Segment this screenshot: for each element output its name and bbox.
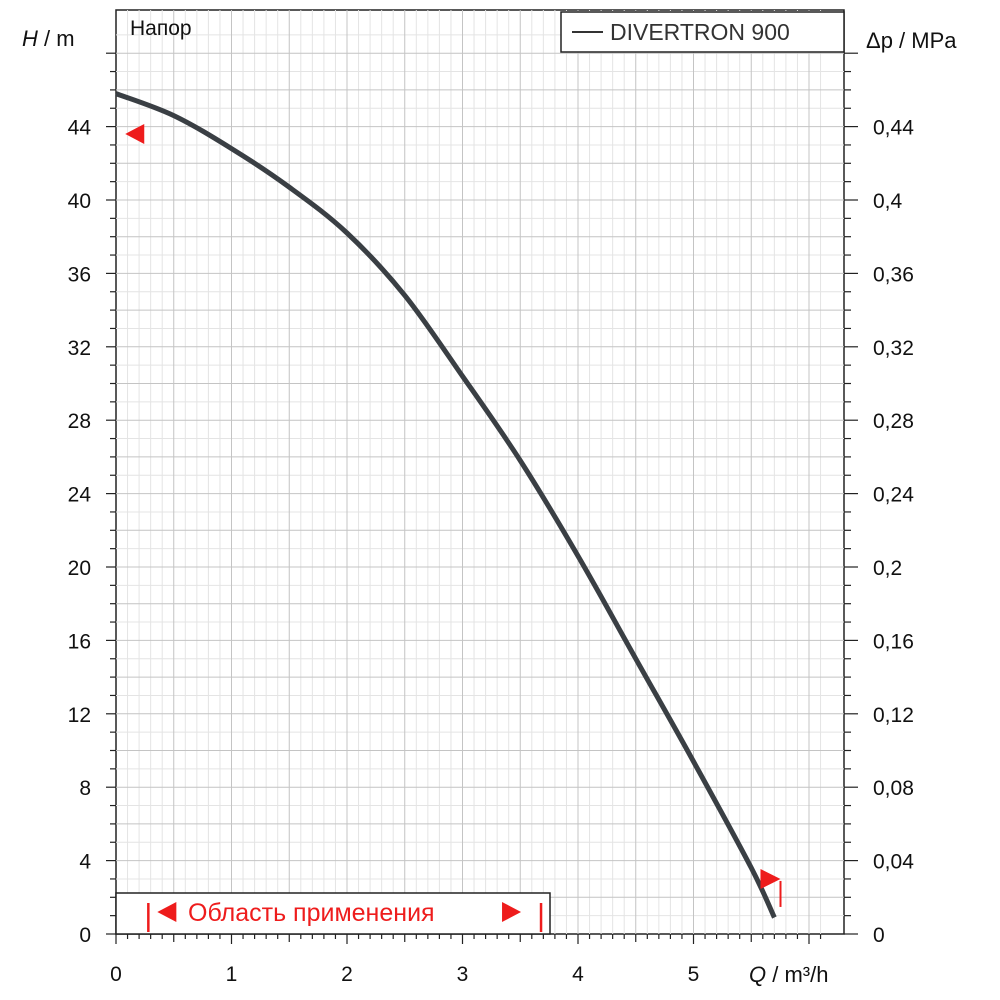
y2-tick-label: 0,08 (873, 777, 914, 800)
y2-axis-title: Δp / MPa (866, 28, 957, 53)
y-tick-label: 16 (68, 630, 91, 653)
y2-tick-label: 0,04 (873, 851, 914, 874)
y2-tick-label: 0,44 (873, 117, 914, 140)
series-line-divertron-900 (115, 91, 777, 919)
y2-tick-label: 0,32 (873, 337, 914, 360)
axis-ticks (106, 52, 858, 944)
chart-title: Напор (130, 17, 192, 40)
y2-tick-label: 0,2 (873, 557, 902, 580)
y-tick-label: 20 (68, 557, 91, 580)
application-range-label: Область применения (188, 899, 435, 927)
major-grid (116, 10, 844, 934)
application-range-box (115, 892, 551, 935)
y-tick-label: 36 (68, 263, 91, 286)
legend: DIVERTRON 900 (560, 11, 845, 53)
curve-markers (125, 123, 782, 907)
y-tick-label: 28 (68, 410, 91, 433)
y-tick-label: 4 (79, 851, 91, 874)
y-tick-label: 0 (79, 924, 91, 947)
y2-tick-label: 0,4 (873, 190, 903, 213)
plot-area (115, 9, 845, 935)
max-head-marker-icon (125, 123, 145, 144)
x-tick-label: 4 (572, 963, 584, 986)
y-tick-label: 40 (68, 190, 91, 213)
y-tick-label: 24 (68, 484, 92, 507)
tick-labels: 0 1 2 3 4 504812162024283236404400,040,080,12… (68, 117, 915, 986)
y-tick-label: 8 (79, 777, 91, 800)
minor-grid (116, 10, 844, 934)
y2-tick-label: 0,36 (873, 263, 914, 286)
x-tick-label: 3 (457, 963, 469, 986)
x-tick-label: 1 (226, 963, 238, 986)
application-range: Область применения (115, 892, 551, 935)
y2-tick-label: 0,12 (873, 704, 914, 727)
x-tick-label: 2 (341, 963, 353, 986)
legend-label: DIVERTRON 900 (610, 19, 790, 45)
range-left-arrow-icon (157, 902, 177, 922)
y2-tick-label: 0,16 (873, 630, 914, 653)
x-axis-title: Q / m³/h (749, 962, 828, 987)
max-flow-marker-icon (760, 868, 781, 889)
y-axis-title: H / m (22, 26, 75, 51)
x-tick-label: 5 (688, 963, 700, 986)
range-right-arrow-icon (502, 902, 522, 922)
y-tick-label: 32 (68, 337, 91, 360)
y2-tick-label: 0,24 (873, 484, 914, 507)
y-tick-label: 12 (68, 704, 91, 727)
x-tick-label: 0 (110, 963, 122, 986)
y2-tick-label: 0,28 (873, 410, 914, 433)
y2-tick-label: 0 (873, 924, 885, 947)
y-tick-label: 44 (68, 117, 92, 140)
